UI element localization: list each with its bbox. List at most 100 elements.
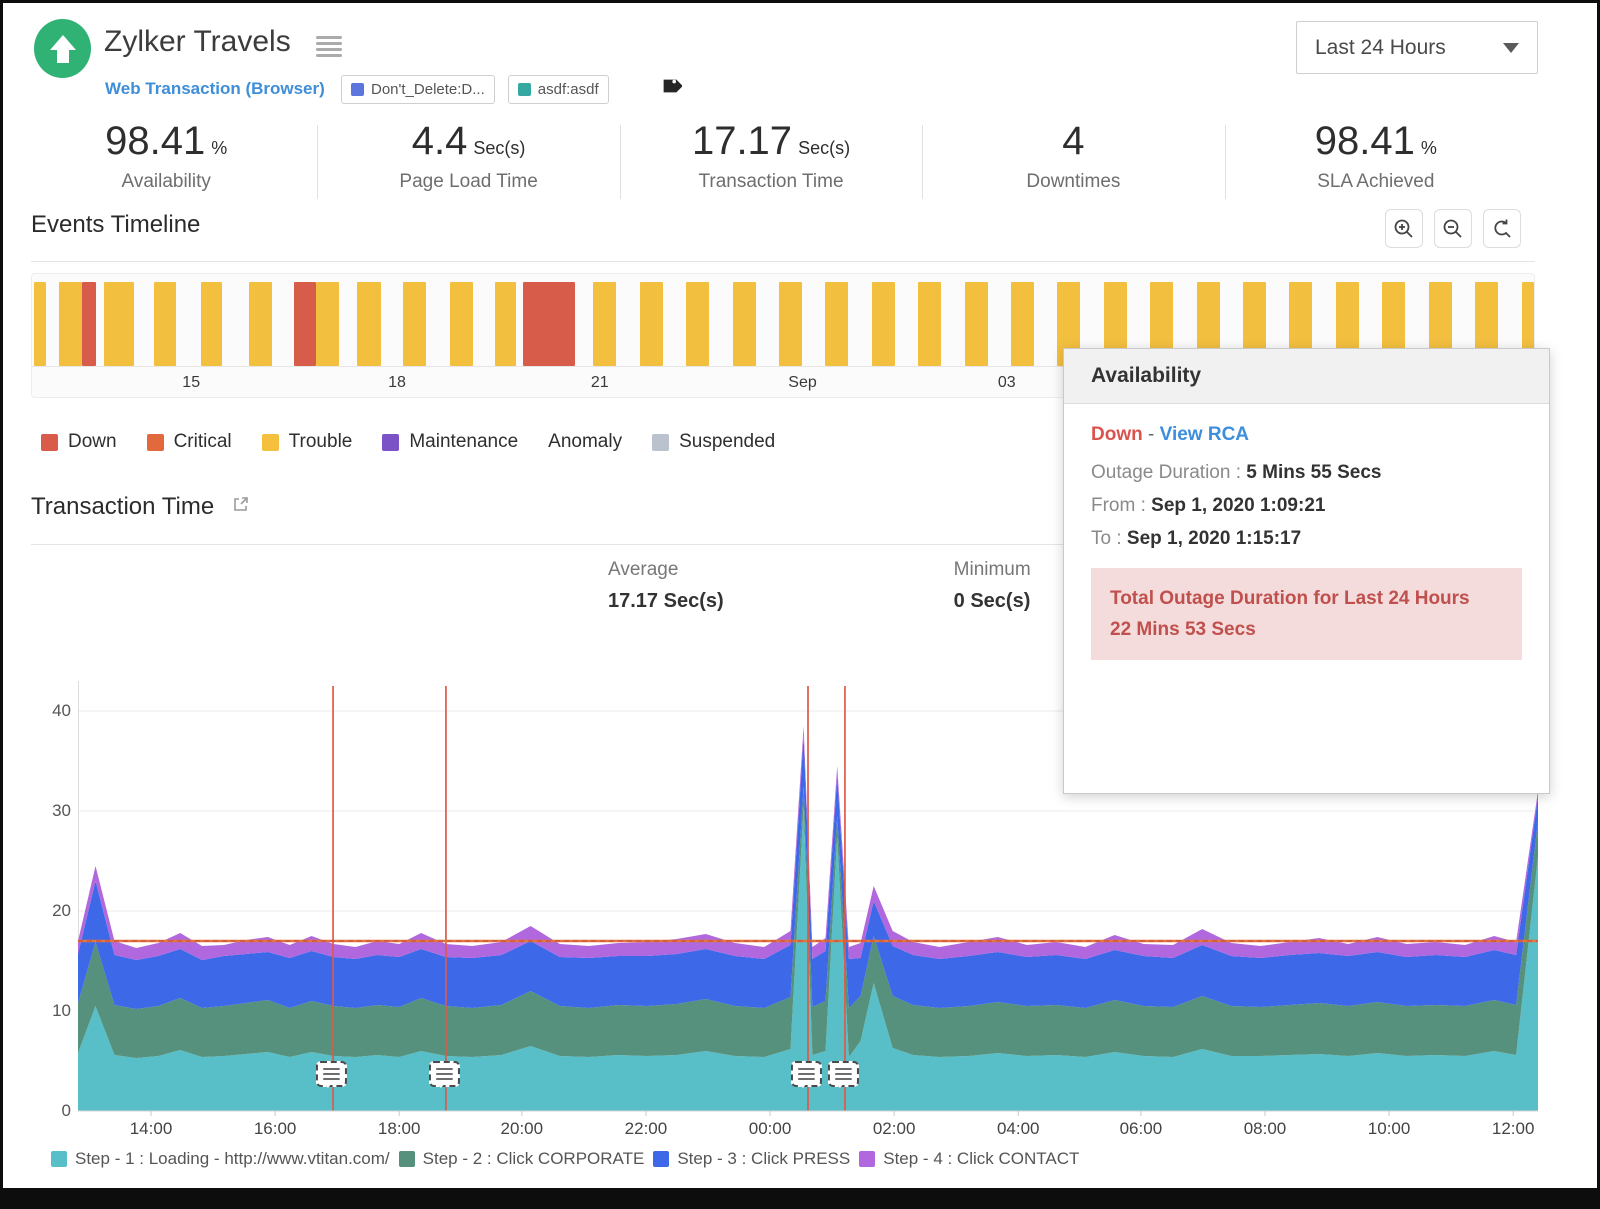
zoom-reset-button[interactable]: [1483, 209, 1521, 248]
legend-label: Trouble: [288, 431, 353, 452]
timeline-axis-label: 21: [590, 374, 609, 391]
zoom-out-button[interactable]: [1434, 209, 1472, 248]
timeline-bar-trouble[interactable]: [403, 282, 427, 366]
view-rca-link[interactable]: View RCA: [1159, 424, 1250, 445]
tooltip-dash: -: [1148, 424, 1155, 445]
step-legend-item-4[interactable]: Step - 4 : Click CONTACT: [859, 1149, 1079, 1169]
timeline-bar-trouble[interactable]: [1103, 282, 1127, 366]
kpi-label: Availability: [121, 171, 211, 192]
timeline-zoom-controls: [1385, 209, 1521, 248]
timeline-bar-trouble[interactable]: [1382, 282, 1406, 366]
annotation-bubble-icon-1[interactable]: [315, 1061, 347, 1088]
step-legend-swatch: [653, 1151, 670, 1167]
hamburger-menu-icon[interactable]: [316, 36, 342, 57]
step-legend-label: Step - 2 : Click CORPORATE: [422, 1149, 645, 1168]
timeline-bar-down[interactable]: [82, 282, 96, 366]
timeline-bar-trouble[interactable]: [964, 282, 988, 366]
x-axis-label-0400: 04:00: [996, 1119, 1040, 1138]
step-legend-item-3[interactable]: Step - 3 : Click PRESS: [653, 1149, 850, 1169]
tag-chip-label: Don't_Delete:D...: [371, 81, 485, 98]
x-axis-label-2200: 22:00: [624, 1119, 668, 1138]
timeline-bar-trouble[interactable]: [1243, 282, 1267, 366]
timeline-bar-trouble[interactable]: [1475, 282, 1499, 366]
tooltip-row-label: To :: [1091, 528, 1127, 549]
timeline-bar-trouble[interactable]: [778, 282, 802, 366]
timeline-axis-label: 18: [388, 374, 406, 391]
timeline-bar-down[interactable]: [293, 282, 316, 366]
legend-label: Maintenance: [409, 431, 519, 452]
timeline-bar-trouble[interactable]: [1057, 282, 1081, 366]
timeline-bar-trouble[interactable]: [825, 282, 849, 366]
stat-average: Average 17.17 Sec(s): [608, 559, 724, 613]
tooltip-row-value: Sep 1, 2020 1:15:17: [1126, 528, 1302, 549]
kpi-page-load-time: 4.4 Sec(s) Page Load Time: [317, 115, 619, 201]
timeline-bar-trouble[interactable]: [33, 282, 46, 366]
step-legend-item-2[interactable]: Step - 2 : Click CORPORATE: [398, 1149, 645, 1169]
timeline-bar-trouble[interactable]: [450, 282, 474, 366]
y-axis-label-30: 30: [52, 801, 71, 820]
chevron-down-icon: [1503, 42, 1519, 53]
timeline-bar-trouble[interactable]: [1196, 282, 1220, 366]
timeline-bar-trouble[interactable]: [1011, 282, 1034, 366]
tag-chip-2[interactable]: asdf:asdf: [507, 75, 609, 104]
tooltip-row-value: 5 Mins 55 Secs: [1246, 462, 1382, 483]
timeline-bar-trouble[interactable]: [315, 282, 339, 366]
timeline-bar-trouble[interactable]: [153, 282, 176, 366]
timeline-bar-trouble[interactable]: [593, 282, 617, 366]
kpi-summary-row: 98.41% Availability 4.4 Sec(s) Page Load Tim…: [15, 115, 1527, 201]
outage-highlight-box: Total Outage Duration for Last 24 Hours …: [1091, 568, 1522, 660]
tooltip-body: Down - View RCA Outage Duration : 5 Mins…: [1064, 404, 1549, 680]
external-link-icon[interactable]: [233, 496, 249, 512]
kpi-unit: %: [1420, 138, 1437, 158]
monitor-type-link[interactable]: Web Transaction (Browser): [105, 79, 325, 98]
timeline-bar-down[interactable]: [523, 282, 576, 366]
legend-label: Down: [68, 431, 117, 452]
timeline-bar-trouble[interactable]: [639, 282, 663, 366]
timeline-bar-trouble[interactable]: [1428, 282, 1452, 366]
legend-swatch: [652, 433, 670, 451]
arrow-up-icon: [49, 34, 76, 63]
timeline-bar-trouble[interactable]: [871, 282, 895, 366]
timeline-bar-trouble[interactable]: [1289, 282, 1313, 366]
kpi-value: 98.41: [105, 119, 206, 163]
kpi-transaction-time: 17.17 Sec(s) Transaction Time: [619, 115, 922, 201]
timeline-bar-trouble[interactable]: [1335, 282, 1359, 366]
divider: [31, 261, 1535, 262]
chart-plot-area: [78, 681, 1538, 1136]
legend-item-trouble: Trouble: [261, 431, 353, 453]
stat-label: Average: [608, 559, 679, 580]
timeline-bar-trouble[interactable]: [1521, 282, 1534, 366]
tooltip-row-label: From :: [1091, 495, 1152, 516]
zoom-in-button[interactable]: [1385, 209, 1423, 248]
annotation-bubble-icon-3[interactable]: [790, 1061, 822, 1088]
tag-chip-1[interactable]: Don't_Delete:D...: [341, 75, 495, 104]
tooltip-row: From : Sep 1, 2020 1:09:21: [1091, 489, 1522, 522]
availability-tooltip: Availability Down - View RCA Outage Dura…: [1063, 348, 1550, 794]
availability-up-status-icon: [34, 19, 91, 78]
step-legend-item-1[interactable]: Step - 1 : Loading - http://www.vtitan.c…: [51, 1149, 390, 1169]
annotation-bubble-icon-2[interactable]: [428, 1061, 460, 1088]
step-legend-swatch: [398, 1151, 415, 1167]
timeline-bar-trouble[interactable]: [103, 282, 134, 366]
transaction-time-title-text: Transaction Time: [31, 493, 215, 520]
time-range-dropdown[interactable]: Last 24 Hours: [1296, 21, 1538, 74]
step-legend-swatch: [859, 1151, 876, 1167]
timeline-bar-trouble[interactable]: [248, 282, 272, 366]
kpi-value: 17.17: [691, 119, 793, 163]
timeline-bar-trouble[interactable]: [686, 282, 710, 366]
timeline-bar-trouble[interactable]: [1150, 282, 1174, 366]
legend-item-maintenance: Maintenance: [382, 431, 518, 453]
divider: [31, 544, 1535, 545]
timeline-bar-trouble[interactable]: [59, 282, 82, 366]
timeline-bar-trouble[interactable]: [732, 282, 756, 366]
timeline-bar-trouble[interactable]: [200, 282, 222, 366]
x-axis-label-1000: 10:00: [1367, 1119, 1411, 1138]
tag-icon[interactable]: [658, 76, 683, 105]
kpi-unit: Sec(s): [473, 138, 526, 158]
x-axis-label-1400: 14:00: [129, 1119, 173, 1138]
kpi-label: Downtimes: [1026, 171, 1121, 192]
timeline-bar-trouble[interactable]: [356, 282, 381, 366]
timeline-bar-trouble[interactable]: [918, 282, 942, 366]
timeline-bar-trouble[interactable]: [495, 282, 517, 366]
annotation-bubble-icon-4[interactable]: [827, 1061, 859, 1088]
